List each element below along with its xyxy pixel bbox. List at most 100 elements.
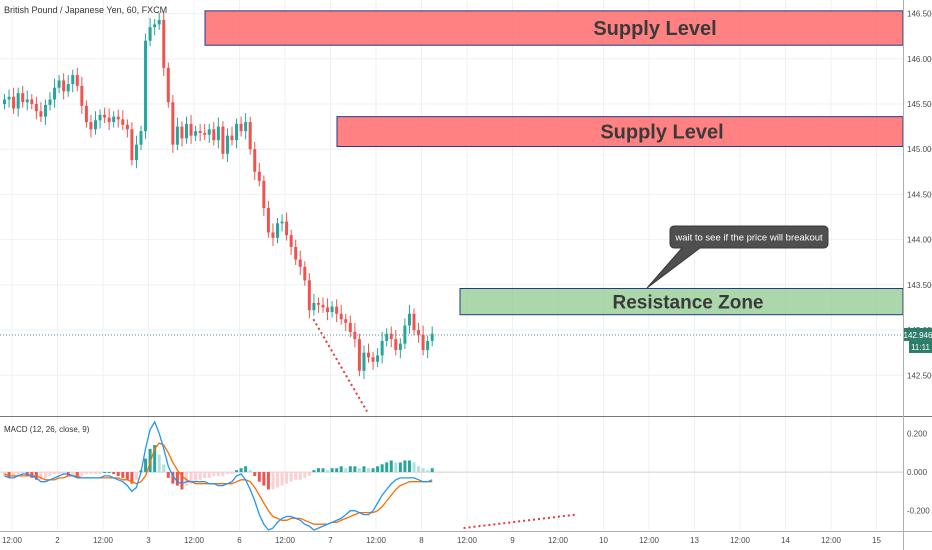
macd-bar [134,472,138,480]
resistance-zone [459,287,904,316]
candle-body [162,19,166,68]
macd-bar [298,472,302,480]
candle-body [144,40,148,132]
candle-body [389,333,393,340]
y-tick-label: 143.500 [907,281,932,290]
macd-bar [426,470,430,473]
macd-bar [417,466,421,473]
macd-bar [221,472,225,476]
candle-body [394,339,398,350]
y-tick-label: 144.500 [907,190,932,199]
macd-bar [53,472,57,474]
candle-body [39,111,43,117]
x-tick-label: 12:00 [730,536,751,545]
macd-bar [307,472,311,476]
candle-body [130,129,134,161]
candle-body [53,87,57,100]
macd-bar [7,472,11,478]
main-grid [0,0,903,530]
dotted-trendlines [312,318,577,530]
candle-body [3,99,6,104]
x-tick-label: 14 [781,536,790,545]
candle-body [7,96,11,100]
x-tick-label: 9 [510,536,515,545]
candle-body [166,67,170,103]
macd-bar [98,472,102,474]
candle-body [112,116,116,123]
x-tick-label: 6 [237,536,242,545]
macd-bar [94,472,97,474]
macd-bar [239,468,243,473]
candle-body [257,171,261,181]
macd-bar [271,472,275,490]
x-tick-label: 12:00 [184,536,205,545]
supply-zone-label: Supply Level [600,122,723,144]
macd-bar [330,468,334,473]
candle-body [312,302,316,311]
candle-body [153,24,157,28]
x-tick-label: 10 [599,536,608,545]
macd-bar [262,472,266,486]
candle-body [357,339,361,371]
macd-pane: 0.200 0.000 -0.200 MACD (12, 26, close, 9) [0,420,930,531]
macd-bar [371,468,375,473]
macd-bar [89,472,93,474]
x-tick-label: 2 [55,536,60,545]
candle-body [30,99,34,104]
candle-body [57,80,61,88]
candle-body [426,340,430,350]
macd-bar [339,466,343,473]
candle-body [89,122,93,130]
macd-bar [248,470,252,473]
candle-body [216,126,220,141]
macd-bar [185,472,188,486]
candle-body [298,259,302,267]
candle-body [403,325,407,344]
x-tick-label: 13 [690,536,699,545]
candle-body [116,116,120,120]
macd-bar [130,472,134,484]
callout-box [669,225,829,249]
candle-body [207,129,211,135]
y-tick-label: 145.000 [907,145,932,154]
candle-body [62,80,66,92]
candle-body [221,126,225,154]
candle-body [303,266,307,281]
macd-bar [203,472,207,478]
macd-bar [16,472,20,476]
candle-body [330,306,334,312]
candle-body [339,313,343,320]
candle-body [344,319,348,323]
candle-body [371,357,375,362]
macd-bar [253,472,257,476]
candle-body [175,126,179,145]
macd-bar [303,472,307,478]
countdown-text: 11:11 [911,343,930,352]
candle-body [43,104,47,117]
macd-y-tick-label: 0.000 [907,468,928,477]
candle-body [75,75,79,86]
macd-bar [380,464,384,473]
candle-body [21,93,25,103]
candle-body [80,85,84,106]
macd-bar [394,462,398,473]
candle-body [225,135,229,154]
candle-body [244,122,248,132]
macd-bar [125,472,129,480]
macd-y-tick-label: -0.200 [907,507,930,516]
candle-body [407,313,411,326]
candle-body [326,307,330,312]
macd-bar [12,472,16,478]
macd-bar [207,472,211,478]
price-tag [904,327,932,341]
x-tick-label: 8 [419,536,424,545]
macd-bar [398,462,402,473]
macd-bar [289,472,293,482]
candle-body [148,27,152,41]
macd-bar [244,466,248,473]
macd-bar [367,468,370,473]
macd-bar [57,472,61,474]
